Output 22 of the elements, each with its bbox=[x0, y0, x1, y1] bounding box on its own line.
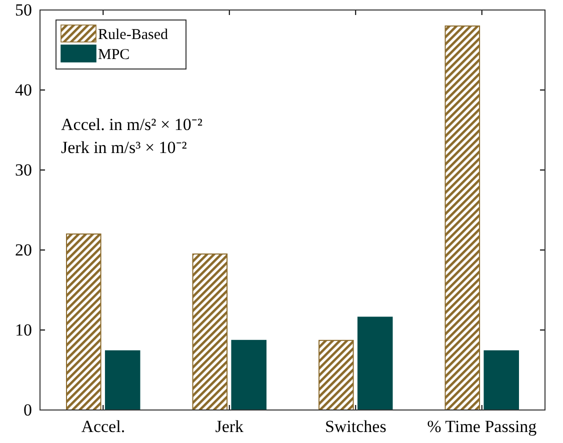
bar bbox=[66, 234, 102, 410]
y-tick-label: 50 bbox=[15, 0, 32, 20]
y-tick-label: 0 bbox=[24, 400, 32, 420]
legend-label: MPC bbox=[98, 47, 130, 63]
annotation: Accel. in m/s² × 10⁻² bbox=[61, 115, 202, 134]
y-tick-label: 10 bbox=[15, 320, 32, 340]
y-tick-label: 40 bbox=[15, 80, 32, 100]
legend-label: Rule-Based bbox=[98, 27, 168, 43]
bar bbox=[484, 350, 519, 410]
bar bbox=[104, 350, 140, 410]
y-tick-label: 30 bbox=[15, 160, 32, 180]
bar bbox=[231, 340, 266, 410]
x-tick-label: % Time Passing bbox=[427, 417, 538, 436]
bar bbox=[192, 254, 228, 410]
annotation: Jerk in m/s³ × 10⁻² bbox=[61, 138, 187, 157]
x-tick-label: Accel. bbox=[81, 417, 126, 436]
bar bbox=[357, 316, 393, 410]
x-tick-label: Jerk bbox=[215, 417, 244, 436]
bar bbox=[444, 26, 480, 410]
y-tick-label: 20 bbox=[15, 240, 32, 260]
x-tick-label: Switches bbox=[324, 417, 386, 436]
bar bbox=[318, 340, 354, 410]
